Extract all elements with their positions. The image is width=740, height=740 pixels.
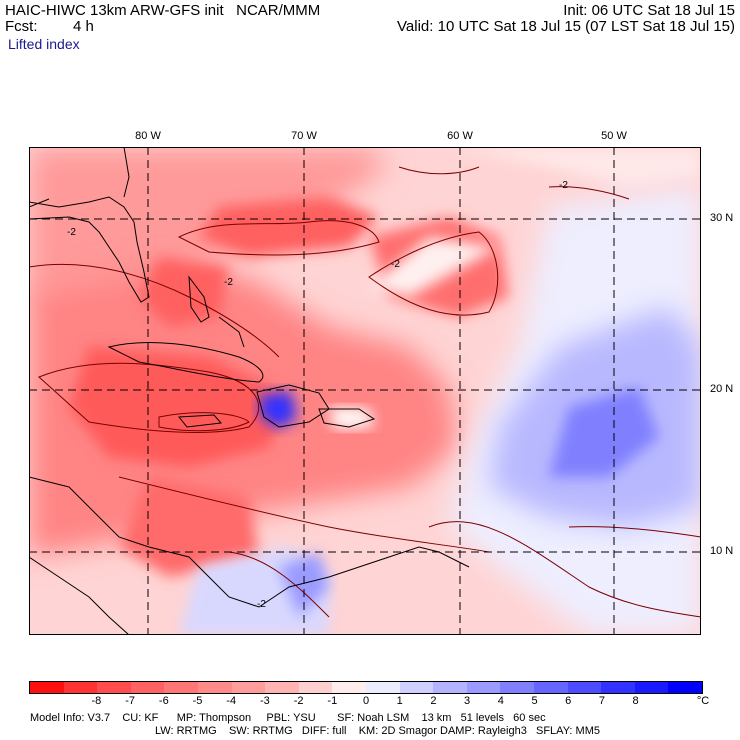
- colorbar-tick-label: -6: [159, 695, 169, 707]
- colorbar-segment: [601, 682, 635, 693]
- colorbar-segment: [534, 682, 568, 693]
- contour-label: -2: [257, 599, 266, 610]
- colorbar-segment: [299, 682, 333, 693]
- colorbar-tick-label: -4: [226, 695, 236, 707]
- field-name: Lifted index: [8, 36, 80, 52]
- colorbar-tick-label: 7: [599, 695, 605, 707]
- colorbar-tick-label: -1: [327, 695, 337, 707]
- map-title: HAIC-HIWC 13km ARW-GFS init NCAR/MMM: [5, 2, 320, 20]
- lat-label-30n: 30 N: [710, 212, 733, 224]
- colorbar-segment: [232, 682, 266, 693]
- model-info-line-2: LW: RRTMG SW: RRTMG DIFF: full KM: 2D Sm…: [155, 725, 600, 737]
- colorbar: [29, 681, 703, 694]
- model-info-line-1: Model Info: V3.7 CU: KF MP: Thompson PBL…: [30, 712, 546, 724]
- colorbar-tick-label: 5: [531, 695, 537, 707]
- contour-label: -2: [224, 277, 233, 288]
- colorbar-tick-label: -7: [125, 695, 135, 707]
- colorbar-tick-label: 2: [430, 695, 436, 707]
- colorbar-tick-label: 0: [363, 695, 369, 707]
- lon-label-60w: 60 W: [447, 130, 473, 142]
- colorbar-segment: [433, 682, 467, 693]
- colorbar-tick-label: 3: [464, 695, 470, 707]
- colorbar-tick-label: 8: [633, 695, 639, 707]
- colorbar-unit: °C: [697, 695, 709, 707]
- forecast-hour: 4 h: [73, 18, 94, 36]
- colorbar-tick-label: 4: [498, 695, 504, 707]
- colorbar-segment: [400, 682, 434, 693]
- colorbar-tick-label: 1: [397, 695, 403, 707]
- colorbar-tick-label: -2: [294, 695, 304, 707]
- colorbar-segment: [467, 682, 501, 693]
- colorbar-tick-label: -3: [260, 695, 270, 707]
- colorbar-tick-label: 6: [565, 695, 571, 707]
- colorbar-segment: [500, 682, 534, 693]
- lon-label-70w: 70 W: [291, 130, 317, 142]
- colorbar-segment: [164, 682, 198, 693]
- colorbar-segment: [97, 682, 131, 693]
- lifted-index-map: -2 -2 -2 -2 -2: [29, 147, 701, 635]
- colorbar-segment: [332, 682, 366, 693]
- valid-time: Valid: 10 UTC Sat 18 Jul 15 (07 LST Sat …: [397, 18, 735, 36]
- lat-label-10n: 10 N: [710, 545, 733, 557]
- colorbar-segment: [568, 682, 602, 693]
- lon-label-80w: 80 W: [135, 130, 161, 142]
- colorbar-segment: [64, 682, 98, 693]
- contour-label: -2: [559, 180, 568, 191]
- lon-label-50w: 50 W: [601, 130, 627, 142]
- colorbar-segment: [265, 682, 299, 693]
- contour-label: -2: [67, 227, 76, 238]
- colorbar-segment: [668, 682, 702, 693]
- colorbar-tick-label: -8: [92, 695, 102, 707]
- lat-label-20n: 20 N: [710, 383, 733, 395]
- contour-label: -2: [391, 259, 400, 270]
- colorbar-segment: [366, 682, 400, 693]
- forecast-label: Fcst:: [5, 18, 38, 36]
- colorbar-segment: [131, 682, 165, 693]
- colorbar-segment: [198, 682, 232, 693]
- colorbar-segment: [30, 682, 64, 693]
- colorbar-segment: [635, 682, 669, 693]
- colorbar-tick-label: -5: [193, 695, 203, 707]
